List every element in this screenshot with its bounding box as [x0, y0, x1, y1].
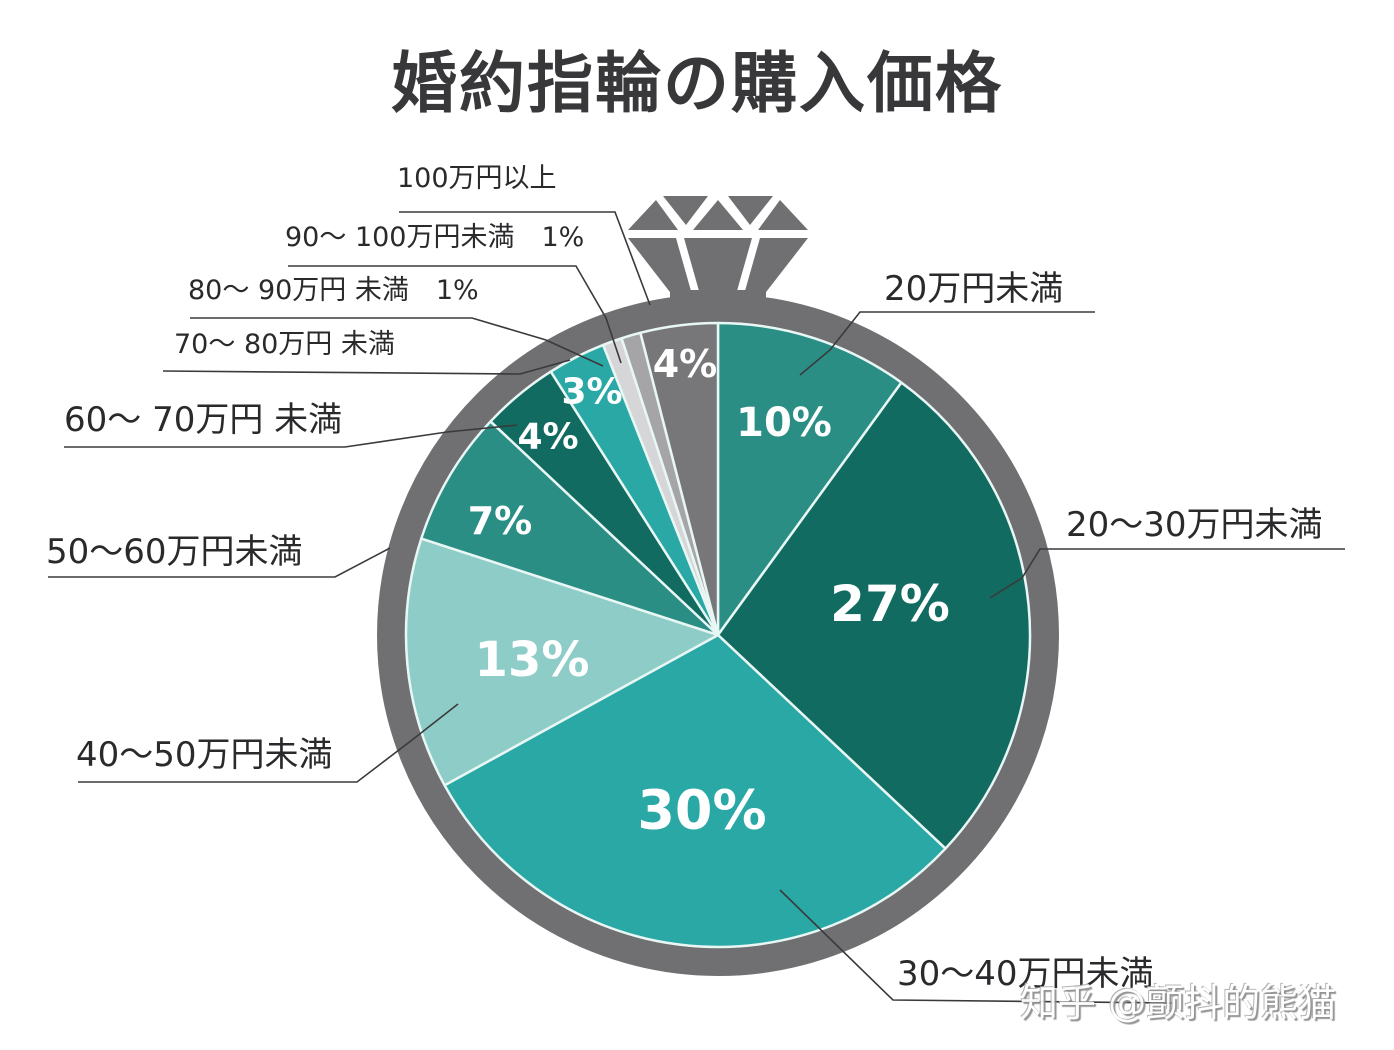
slice-value-label: 10%	[736, 400, 832, 446]
category-label: 20万円未満	[884, 269, 1064, 309]
category-label: 50〜60万円未満	[46, 532, 303, 572]
ring-band	[377, 294, 1059, 976]
pie-slices	[404, 321, 1032, 949]
slice-value-label: 27%	[830, 575, 950, 633]
category-label: 100万円以上	[397, 163, 557, 194]
watermark: 知乎 @颤抖的熊猫	[1020, 981, 1337, 1025]
slice-value-label: 30%	[637, 779, 766, 842]
category-label: 80〜 90万円 未満 1%	[188, 275, 479, 306]
pie-slice	[716, 321, 903, 637]
leader-lines	[48, 211, 1345, 1004]
pie-slice	[420, 420, 720, 637]
slice-value-label: 4%	[653, 342, 718, 386]
category-label: 30〜40万円未満	[897, 954, 1154, 994]
category-label: 60〜 70万円 未満	[64, 400, 343, 440]
category-label: 70〜 80万円 未満	[174, 329, 395, 360]
slice-value-label: 4%	[517, 417, 578, 458]
slice-value-label: 3%	[561, 372, 622, 413]
value-labels: 10%27%30%13%7%4%3%4%	[468, 342, 950, 842]
slice-value-label: 7%	[468, 499, 533, 543]
chart-title: 婚約指輪の購入価格	[391, 45, 1003, 122]
slice-value-label: 13%	[475, 632, 590, 688]
pie-slice	[443, 633, 947, 949]
category-label: 20〜30万円未満	[1066, 505, 1323, 545]
category-label: 40〜50万円未満	[76, 735, 333, 775]
pie-slice	[639, 321, 720, 637]
category-label: 90〜 100万円未満 1%	[285, 222, 585, 253]
pie-slice	[716, 381, 1032, 850]
pie-slice	[404, 537, 720, 787]
diamond-icon	[628, 196, 808, 310]
